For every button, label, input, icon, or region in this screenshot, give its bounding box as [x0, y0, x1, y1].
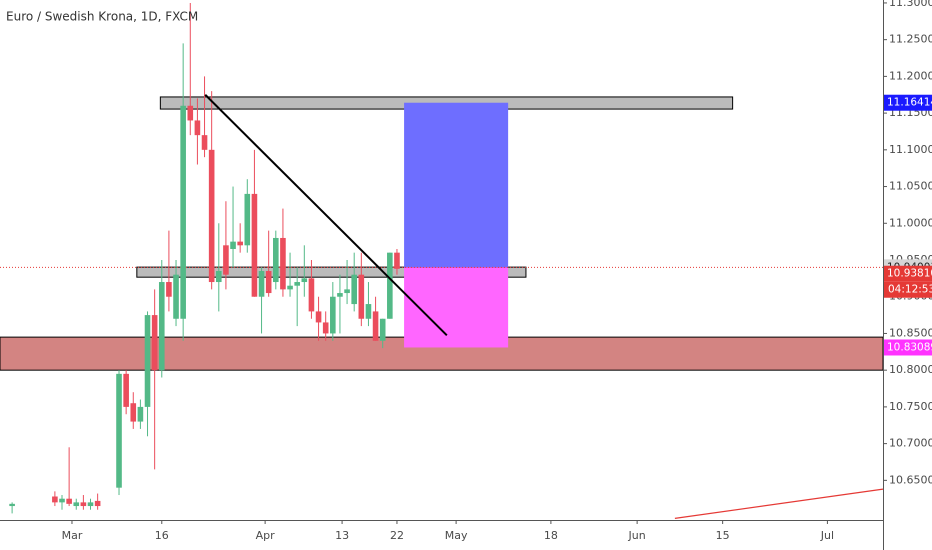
price-label-bg [884, 339, 932, 356]
candle-body [330, 296, 336, 334]
price-label: 11.16414 [887, 97, 932, 109]
x-tick-label: May [445, 529, 468, 542]
candle-body [194, 120, 201, 136]
candle-body [173, 274, 179, 319]
candle-body [344, 289, 350, 294]
candle-body [116, 373, 122, 488]
candle-body [394, 252, 400, 269]
y-tick-label: 10.85000 [889, 326, 932, 339]
candle-body [166, 282, 172, 297]
time-axis-bg [0, 520, 883, 550]
x-tick-label: Jul [820, 529, 834, 542]
candle-body [237, 241, 243, 246]
candle-body [337, 293, 343, 297]
candle-body [308, 278, 315, 312]
y-tick-label: 11.10000 [889, 143, 932, 156]
x-tick-label: 15 [716, 529, 730, 542]
x-tick-label: 22 [390, 529, 404, 542]
plot-area [0, 2, 884, 519]
candle-body [180, 105, 186, 319]
x-tick-label: 18 [544, 529, 558, 542]
candle-body [94, 500, 101, 507]
candle-body [201, 135, 208, 150]
candle-body [230, 241, 236, 249]
price-label-bg [884, 94, 932, 111]
y-tick-label: 11.00000 [889, 216, 932, 229]
x-tick-label: Jun [628, 529, 646, 542]
y-tick-label: 11.30000 [889, 0, 932, 9]
candle-body [187, 105, 194, 121]
y-tick-label: 11.05000 [889, 180, 932, 193]
x-tick-label: 16 [155, 529, 169, 542]
candle-body [379, 318, 386, 341]
candle-body [301, 278, 308, 283]
candle-body [59, 498, 65, 503]
candle-body [66, 498, 72, 504]
candle-body [322, 322, 329, 334]
candle-body [273, 237, 279, 283]
price-label: 10.83089 [887, 341, 932, 353]
y-tick-label: 11.20000 [889, 69, 932, 82]
candle-body [158, 282, 165, 371]
y-tick-label: 10.75000 [889, 400, 932, 413]
candle-body [265, 271, 272, 294]
candle-body [280, 237, 286, 290]
candle-body [144, 315, 151, 407]
candle-body [287, 285, 293, 290]
candle-body [215, 271, 222, 283]
candle-body [52, 496, 58, 503]
candle-body [80, 502, 87, 507]
candle-body [223, 245, 229, 275]
candle-body [387, 252, 393, 319]
candle-body [87, 502, 94, 507]
candle-body [137, 406, 144, 422]
countdown: 04:12:53 [888, 284, 932, 296]
x-tick-label: 13 [335, 529, 349, 542]
price-label-bg [884, 265, 932, 282]
candle-body [372, 311, 379, 341]
candle-body [358, 274, 365, 319]
candle-body [251, 193, 258, 297]
candle-body [73, 502, 80, 507]
candle-body [130, 403, 137, 422]
y-tick-label: 10.65000 [889, 473, 932, 486]
profit-zone [404, 102, 509, 268]
candle-body [9, 503, 15, 507]
x-tick-label: Mar [62, 529, 83, 542]
chart-title: Euro / Swedish Krona, 1D, FXCM [6, 10, 198, 24]
candle-body [123, 373, 129, 407]
candle-body [351, 274, 357, 305]
y-tick-label: 11.25000 [889, 33, 932, 46]
candle-body [315, 311, 322, 323]
y-tick-label: 10.70000 [889, 437, 932, 450]
y-tick-label: 10.80000 [889, 363, 932, 376]
zone [136, 266, 527, 278]
candle-body [294, 282, 300, 286]
candle-body [244, 193, 251, 246]
candle-body [208, 149, 215, 283]
candle-body [151, 315, 158, 371]
candle-body [365, 304, 372, 319]
loss-zone [404, 267, 509, 348]
countdown-bg [884, 281, 932, 298]
x-tick-label: Apr [256, 529, 276, 542]
trend-line [204, 94, 448, 336]
trend-line [674, 488, 884, 519]
candle-body [258, 271, 265, 297]
